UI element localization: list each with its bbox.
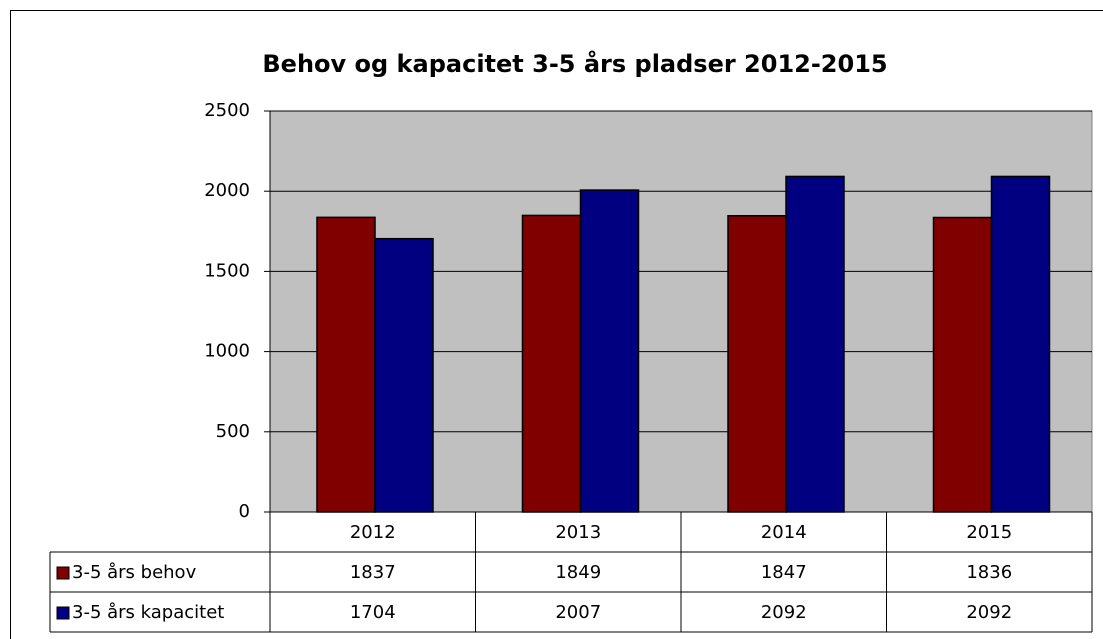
legend-key [56, 606, 70, 620]
bar [932, 216, 993, 513]
bar [374, 237, 434, 513]
table-value: 1837 [350, 562, 396, 583]
legend-label: 3-5 års kapacitet [72, 602, 224, 623]
y-tick-label: 1000 [204, 341, 250, 362]
bar [727, 214, 787, 513]
table-value: 2007 [555, 602, 601, 623]
y-tick-label: 500 [216, 421, 250, 442]
table-value: 2092 [966, 602, 1012, 623]
table-value: 1836 [966, 562, 1012, 583]
bar [785, 175, 845, 513]
x-tick-label: 2015 [966, 522, 1012, 543]
table-value: 1704 [350, 602, 396, 623]
bar [990, 175, 1051, 513]
x-tick-label: 2013 [555, 522, 601, 543]
legend-label: 3-5 års behov [72, 562, 197, 583]
legend-key [56, 566, 70, 580]
y-tick-label: 2500 [204, 100, 250, 121]
y-tick-label: 2000 [204, 180, 250, 201]
bar [521, 214, 582, 513]
table-value: 2092 [761, 602, 807, 623]
x-tick-label: 2012 [350, 522, 396, 543]
table-value: 1847 [761, 562, 807, 583]
chart-title: Behov og kapacitet 3-5 års pladser 2012-… [262, 49, 887, 78]
bar [579, 189, 640, 513]
x-tick-label: 2014 [761, 522, 807, 543]
table-value: 1849 [555, 562, 601, 583]
bar [316, 216, 376, 513]
y-tick-label: 0 [239, 501, 250, 522]
y-tick-label: 1500 [204, 260, 250, 281]
